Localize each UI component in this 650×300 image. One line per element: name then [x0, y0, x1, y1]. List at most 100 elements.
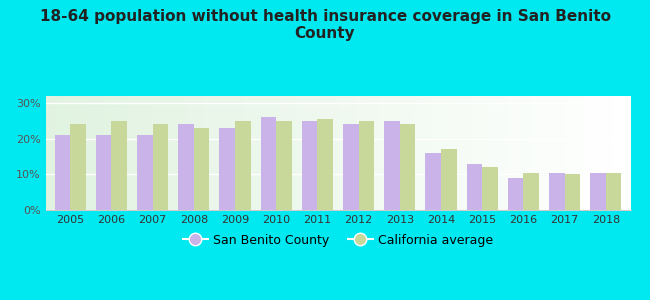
Bar	[508, 96, 514, 210]
Bar	[344, 96, 350, 210]
Bar	[408, 96, 414, 210]
Text: 18-64 population without health insurance coverage in San Benito
County: 18-64 population without health insuranc…	[40, 9, 610, 41]
Bar	[168, 96, 174, 210]
Bar	[359, 121, 374, 210]
Bar	[560, 96, 566, 210]
Bar	[302, 121, 317, 210]
Bar	[69, 96, 75, 210]
Bar	[186, 96, 192, 210]
Bar	[508, 178, 523, 210]
Bar	[525, 96, 531, 210]
Bar	[75, 96, 81, 210]
Bar	[467, 96, 473, 210]
Bar	[244, 96, 250, 210]
Bar	[379, 96, 385, 210]
Bar	[473, 96, 478, 210]
Bar	[420, 96, 426, 210]
Bar	[578, 96, 584, 210]
Bar	[268, 96, 274, 210]
Bar	[127, 96, 133, 210]
Bar	[192, 96, 198, 210]
Bar	[443, 96, 449, 210]
Bar	[613, 96, 619, 210]
Bar	[235, 121, 251, 210]
Bar	[122, 96, 127, 210]
Bar	[601, 96, 607, 210]
Bar	[180, 96, 186, 210]
Bar	[145, 96, 151, 210]
Bar	[482, 167, 498, 210]
Bar	[467, 164, 482, 210]
Bar	[110, 96, 116, 210]
Bar	[332, 96, 338, 210]
Bar	[478, 96, 484, 210]
Bar	[261, 117, 276, 210]
Bar	[549, 96, 554, 210]
Legend: San Benito County, California average: San Benito County, California average	[178, 229, 498, 252]
Bar	[426, 96, 432, 210]
Bar	[432, 96, 437, 210]
Bar	[111, 121, 127, 210]
Bar	[549, 172, 565, 210]
Bar	[449, 96, 455, 210]
Bar	[194, 128, 209, 210]
Bar	[203, 96, 209, 210]
Bar	[523, 172, 539, 210]
Bar	[595, 96, 601, 210]
Bar	[153, 124, 168, 210]
Bar	[402, 96, 408, 210]
Bar	[70, 124, 86, 210]
Bar	[137, 135, 153, 210]
Bar	[104, 96, 110, 210]
Bar	[455, 96, 461, 210]
Bar	[461, 96, 467, 210]
Bar	[139, 96, 145, 210]
Bar	[291, 96, 297, 210]
Bar	[57, 96, 63, 210]
Bar	[162, 96, 168, 210]
Bar	[490, 96, 496, 210]
Bar	[233, 96, 239, 210]
Bar	[373, 96, 379, 210]
Bar	[86, 96, 92, 210]
Bar	[384, 121, 400, 210]
Bar	[414, 96, 420, 210]
Bar	[350, 96, 356, 210]
Bar	[256, 96, 262, 210]
Bar	[227, 96, 233, 210]
Bar	[309, 96, 315, 210]
Bar	[619, 96, 625, 210]
Bar	[221, 96, 227, 210]
Bar	[262, 96, 268, 210]
Bar	[315, 96, 320, 210]
Bar	[391, 96, 396, 210]
Bar	[625, 96, 630, 210]
Bar	[554, 96, 560, 210]
Bar	[239, 96, 244, 210]
Bar	[400, 124, 415, 210]
Bar	[98, 96, 104, 210]
Bar	[46, 96, 51, 210]
Bar	[116, 96, 122, 210]
Bar	[437, 96, 443, 210]
Bar	[537, 96, 543, 210]
Bar	[274, 96, 280, 210]
Bar	[276, 121, 292, 210]
Bar	[565, 174, 580, 210]
Bar	[572, 96, 578, 210]
Bar	[174, 96, 180, 210]
Bar	[178, 124, 194, 210]
Bar	[55, 135, 70, 210]
Bar	[543, 96, 549, 210]
Bar	[133, 96, 139, 210]
Bar	[297, 96, 303, 210]
Bar	[157, 96, 162, 210]
Bar	[566, 96, 572, 210]
Bar	[396, 96, 402, 210]
Bar	[215, 96, 221, 210]
Bar	[209, 96, 215, 210]
Bar	[92, 96, 98, 210]
Bar	[198, 96, 203, 210]
Bar	[338, 96, 344, 210]
Bar	[63, 96, 69, 210]
